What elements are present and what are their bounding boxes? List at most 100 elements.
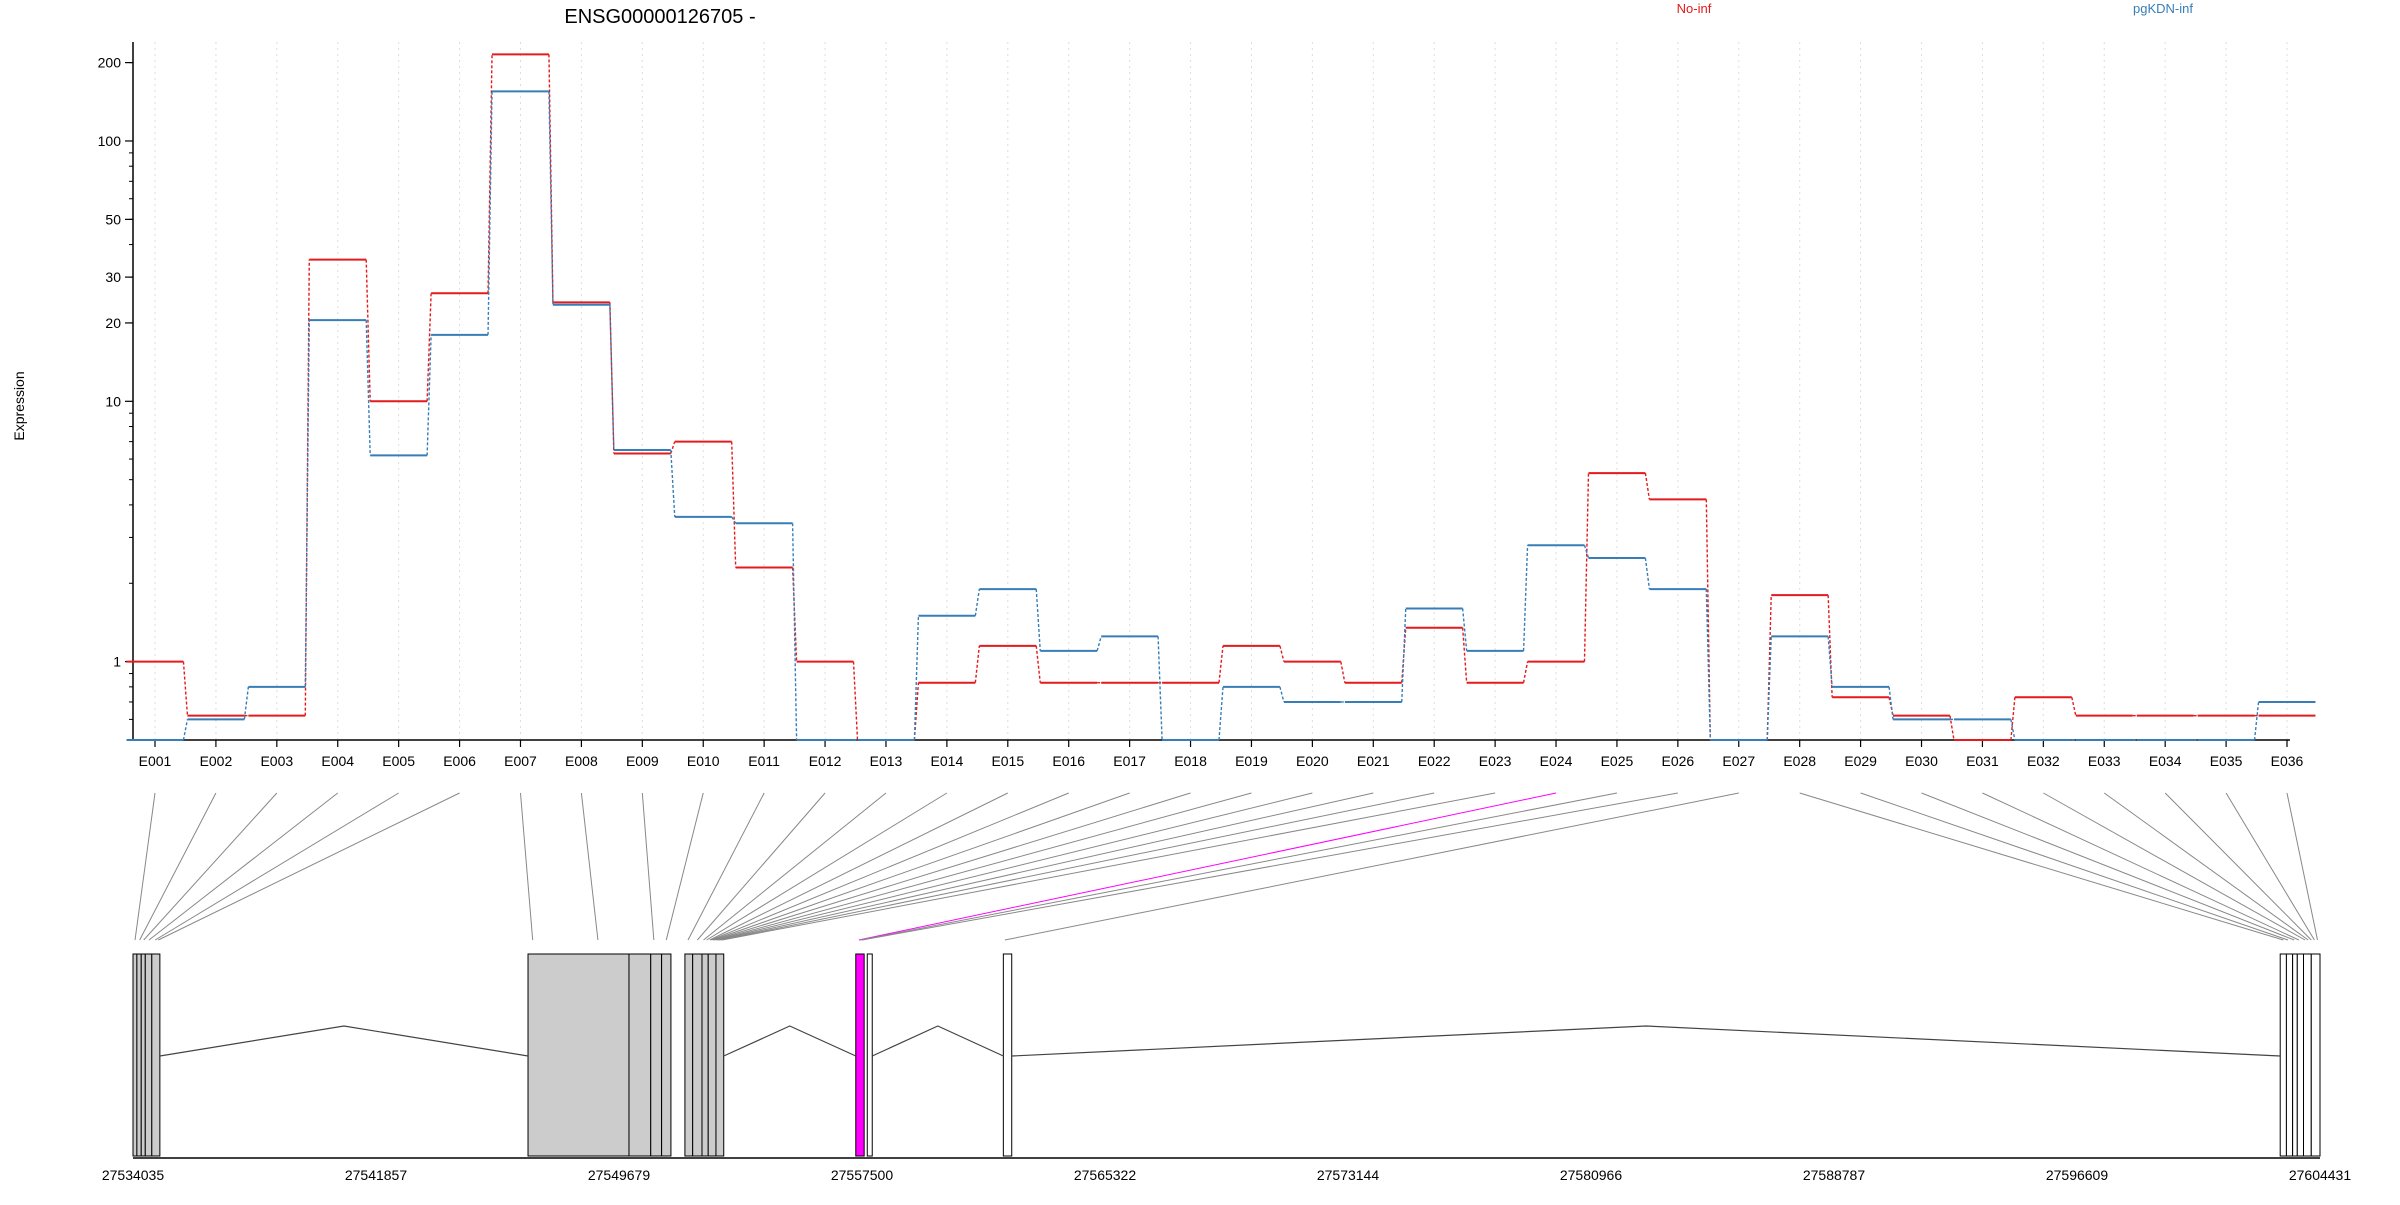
x-tick-label: E013	[870, 753, 903, 769]
exon-box	[650, 953, 663, 1157]
exon-link-line	[703, 792, 887, 941]
data-connector	[1157, 636, 1163, 741]
exon-box	[140, 953, 146, 1157]
legend-label-no-inf: No-inf	[1677, 1, 1712, 16]
x-tick-label: E035	[2210, 753, 2243, 769]
genomic-tick-label: 27557500	[831, 1167, 894, 1183]
genomic-tick-label: 27549679	[588, 1167, 651, 1183]
x-tick-label: E001	[139, 753, 172, 769]
exon-link-line	[720, 792, 1435, 941]
chart-title: ENSG00000126705 -	[564, 6, 755, 28]
intron-line	[723, 1025, 857, 1057]
x-tick-label: E020	[1296, 753, 1329, 769]
data-connector	[609, 304, 615, 451]
data-connector	[548, 91, 554, 305]
exon-box	[628, 953, 652, 1157]
y-tick-label: 100	[98, 133, 122, 149]
x-tick-label: E003	[260, 753, 293, 769]
data-connector	[1279, 686, 1285, 703]
data-connector	[913, 615, 920, 741]
exon-link-line	[687, 792, 765, 941]
exon-link-line	[580, 792, 599, 941]
exon-box	[2279, 953, 2287, 1157]
x-tick-label: E008	[565, 753, 598, 769]
x-tick-label: E029	[1844, 753, 1877, 769]
exon-link-line	[709, 792, 1009, 941]
data-connector	[182, 719, 189, 741]
exon-box	[527, 953, 630, 1157]
exon-box	[132, 953, 138, 1157]
exon-link-line	[2164, 792, 2312, 941]
data-connector	[1401, 608, 1407, 702]
x-tick-label: E023	[1479, 753, 1512, 769]
exon-link-line	[158, 792, 460, 941]
gene-model: 27534035 27541857 27549679 27557500 27565322…	[102, 792, 2352, 1183]
exon-link-line	[696, 792, 826, 941]
data-connector	[1583, 473, 1590, 662]
genomic-tick-label: 27573144	[1317, 1167, 1380, 1183]
data-connector	[913, 682, 920, 741]
data-connector	[670, 449, 676, 517]
data-connector	[1461, 608, 1468, 651]
x-tick-label: E004	[321, 753, 354, 769]
exon-link-line	[858, 792, 1557, 941]
exon-link-line	[1860, 792, 2289, 941]
data-connector	[974, 645, 981, 683]
x-tick-label: E018	[1174, 753, 1207, 769]
data-connector	[1279, 645, 1285, 662]
y-tick-label: 30	[105, 269, 121, 285]
data-connector	[1522, 661, 1529, 683]
data-connector	[365, 320, 371, 456]
genomic-tick-label: 27565322	[1074, 1167, 1137, 1183]
exon-link-line	[519, 792, 534, 941]
x-tick-label: E036	[2271, 753, 2304, 769]
exon-box	[1002, 953, 1013, 1157]
data-connector	[1035, 589, 1041, 651]
x-tick-label: E009	[626, 753, 659, 769]
x-tick-label: E021	[1357, 753, 1390, 769]
data-connector	[2253, 701, 2260, 741]
plot-area: 1 10 20 30 50 100 200 E001 E002 E003 E004 E005 E006 E…	[98, 42, 2316, 769]
exon-link-line	[2225, 792, 2315, 941]
intron-line	[159, 1025, 529, 1057]
exon-link-line	[714, 792, 1191, 941]
data-connector	[1888, 686, 1894, 720]
exon-link-line	[641, 792, 655, 941]
data-connector	[1644, 557, 1651, 590]
x-tick-label: E027	[1722, 753, 1755, 769]
exon-link-line	[861, 792, 1678, 941]
x-tick-label: E017	[1113, 753, 1146, 769]
data-connector	[1827, 636, 1833, 687]
exon-link-line	[148, 792, 339, 941]
exon-box	[2292, 953, 2298, 1157]
data-connector	[1340, 661, 1346, 683]
data-connector	[304, 259, 310, 716]
x-tick-label: E016	[1052, 753, 1085, 769]
data-connector	[182, 661, 189, 716]
exon-box	[144, 953, 153, 1157]
exon-link-line	[139, 792, 217, 941]
x-tick-label: E007	[504, 753, 537, 769]
x-tick-label: E010	[687, 753, 720, 769]
x-tick-label: E026	[1662, 753, 1695, 769]
data-connector	[2071, 697, 2077, 716]
exon-link-line	[1004, 792, 1739, 941]
data-connector	[731, 516, 737, 524]
x-tick-label: E022	[1418, 753, 1451, 769]
x-tick-label: E012	[809, 753, 842, 769]
data-connector	[1766, 595, 1772, 741]
data-connector	[1827, 595, 1833, 698]
exon-box	[2303, 953, 2312, 1157]
genomic-tick-label: 27604431	[2289, 1167, 2352, 1183]
data-connector	[1705, 589, 1712, 741]
genomic-tick-label: 27596609	[2046, 1167, 2109, 1183]
exon-link-line	[143, 792, 278, 941]
x-tick-label: E002	[200, 753, 233, 769]
data-connector	[426, 334, 432, 456]
exon-link-line	[722, 792, 1496, 941]
exon-box	[136, 953, 142, 1157]
x-tick-label: E034	[2149, 753, 2182, 769]
data-connector	[1766, 636, 1772, 741]
exon-box	[692, 953, 703, 1157]
